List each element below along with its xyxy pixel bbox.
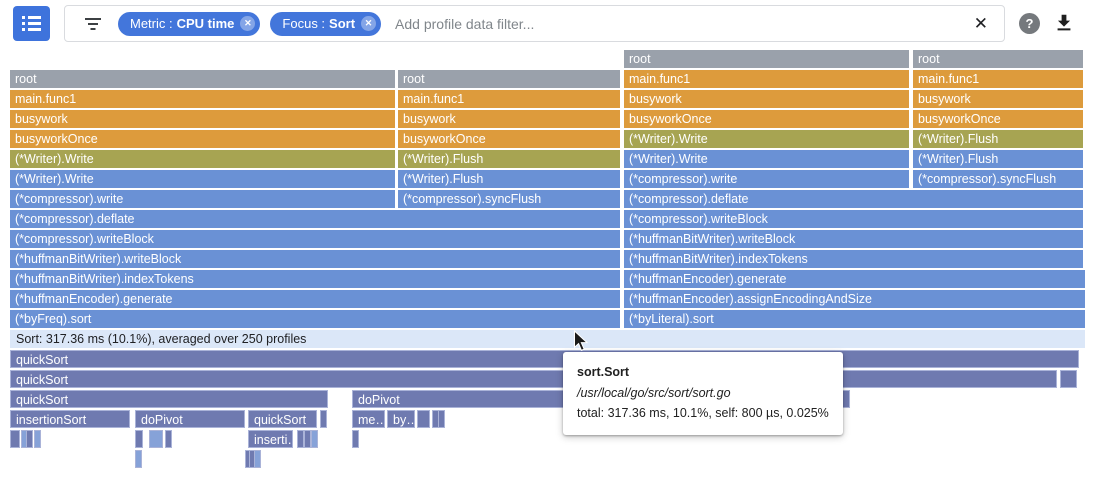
flame-frame[interactable] [34,430,41,448]
flame-frame[interactable]: (*compressor).writeBlock [10,230,620,248]
flame-frame[interactable]: root [398,70,620,88]
chip-close-icon[interactable]: ✕ [240,16,256,31]
flame-frame[interactable]: (*Writer).Write [10,150,395,168]
flame-frame[interactable]: (*compressor).syncFlush [913,170,1083,188]
frame-tooltip: sort.Sort /usr/local/go/src/sort/sort.go… [563,352,843,435]
flame-frame[interactable]: (*byLiteral).sort [624,310,1085,328]
clear-filters-icon[interactable]: ✕ [973,13,988,33]
flame-frame[interactable]: (*huffmanEncoder).assignEncodingAndSize [624,290,1085,308]
flame-frame[interactable] [417,410,430,428]
flame-frame[interactable]: (*Writer).Flush [913,150,1083,168]
flame-frame[interactable] [297,430,304,448]
flame-frame[interactable] [26,430,33,448]
flame-frame[interactable]: (*compressor).deflate [624,190,1083,208]
filter-bar[interactable]: Metric : CPU time ✕ Focus : Sort ✕ Add p… [64,5,1005,42]
flame-frame[interactable]: root [913,50,1083,68]
flame-frame[interactable] [165,430,172,448]
flame-frame[interactable] [149,430,163,448]
focus-row[interactable]: Sort: 317.36 ms (10.1%), averaged over 2… [10,330,1085,348]
chip-value: Sort [329,16,356,31]
flame-frame[interactable]: (*compressor).writeBlock [624,210,1083,228]
flame-frame[interactable]: quickSort [10,390,328,408]
flame-frame[interactable]: root [10,70,395,88]
flame-frame[interactable]: quickSort [10,370,1057,388]
flame-frame[interactable]: (*Writer).Write [624,150,909,168]
flame-frame[interactable]: (*compressor).syncFlush [398,190,620,208]
flame-frame[interactable]: (*huffmanBitWriter).indexTokens [10,270,620,288]
flame-frame[interactable]: busywork [398,110,620,128]
flame-frame[interactable]: by… [387,410,415,428]
flame-frame[interactable]: (*byFreq).sort [10,310,620,328]
download-button[interactable] [1053,12,1075,34]
flame-frame[interactable]: (*compressor).write [624,170,909,188]
tooltip-function-name: sort.Sort [577,365,630,379]
flame-frame[interactable]: (*Writer).Flush [398,150,620,168]
filter-input[interactable]: Add profile data filter... [395,15,535,32]
download-icon [1057,14,1071,31]
flame-frame[interactable]: busyworkOnce [398,130,620,148]
filter-chip-metric[interactable]: Metric : CPU time ✕ [118,11,261,36]
flame-frame[interactable]: (*huffmanEncoder).generate [624,270,1085,288]
flame-frame[interactable]: (*huffmanBitWriter).writeBlock [624,230,1083,248]
flame-frame[interactable]: inserti… [248,430,293,448]
flame-frame[interactable] [352,430,359,448]
flame-frame[interactable]: main.func1 [913,70,1083,88]
flame-frame[interactable] [304,430,311,448]
flame-frame[interactable] [135,450,142,468]
chip-close-icon[interactable]: ✕ [361,16,377,31]
flame-frame[interactable]: quickSort [10,350,1079,368]
flame-frame[interactable]: doPivot [135,410,245,428]
flame-frame[interactable]: root [624,50,909,68]
flame-frame[interactable] [1060,370,1077,388]
tooltip-source-path: /usr/local/go/src/sort/sort.go [577,385,731,400]
question-mark-icon: ? [1025,16,1034,31]
flame-frame[interactable] [135,430,143,448]
filter-chip-focus[interactable]: Focus : Sort ✕ [270,11,382,36]
flame-frame[interactable]: busywork [913,90,1083,108]
profile-list-button[interactable] [13,6,50,41]
flame-frame[interactable] [254,450,261,468]
flame-frame[interactable] [320,410,327,428]
flame-frame[interactable]: busywork [10,110,395,128]
flame-frame[interactable]: insertionSort [10,410,130,428]
flame-frame[interactable]: me… [352,410,385,428]
list-icon [22,16,41,31]
flame-frame[interactable]: (*compressor).write [10,190,395,208]
flame-frame[interactable]: (*Writer).Write [10,170,395,188]
flame-frame[interactable]: main.func1 [624,70,909,88]
flame-frame[interactable] [10,430,20,448]
cursor-pointer [574,330,589,351]
flame-frame[interactable]: busyworkOnce [10,130,395,148]
flame-frame[interactable]: (*Writer).Write [624,130,909,148]
tooltip-metrics: total: 317.36 ms, 10.1%, self: 800 µs, 0… [577,406,829,421]
flame-frame[interactable]: (*compressor).deflate [10,210,620,228]
help-button[interactable]: ? [1019,13,1040,34]
flame-frame[interactable]: (*Writer).Flush [398,170,620,188]
flame-frame[interactable]: busywork [624,90,909,108]
chip-label: Metric : [130,16,173,31]
flame-frame[interactable] [438,410,445,428]
flame-frame[interactable]: busyworkOnce [913,110,1083,128]
flame-frame[interactable] [311,430,318,448]
flame-frame[interactable]: (*huffmanBitWriter).writeBlock [10,250,620,268]
flame-frame[interactable]: (*Writer).Flush [913,130,1083,148]
flame-frame[interactable]: main.func1 [398,90,620,108]
flame-frame[interactable]: busyworkOnce [624,110,909,128]
chip-value: CPU time [176,16,235,31]
flame-frame[interactable]: (*huffmanEncoder).generate [10,290,620,308]
chip-label: Focus : [282,16,326,31]
flame-frame[interactable]: quickSort [248,410,317,428]
flame-frame[interactable]: main.func1 [10,90,395,108]
flame-frame[interactable]: (*huffmanBitWriter).indexTokens [624,250,1083,268]
filter-list-icon [84,17,102,31]
